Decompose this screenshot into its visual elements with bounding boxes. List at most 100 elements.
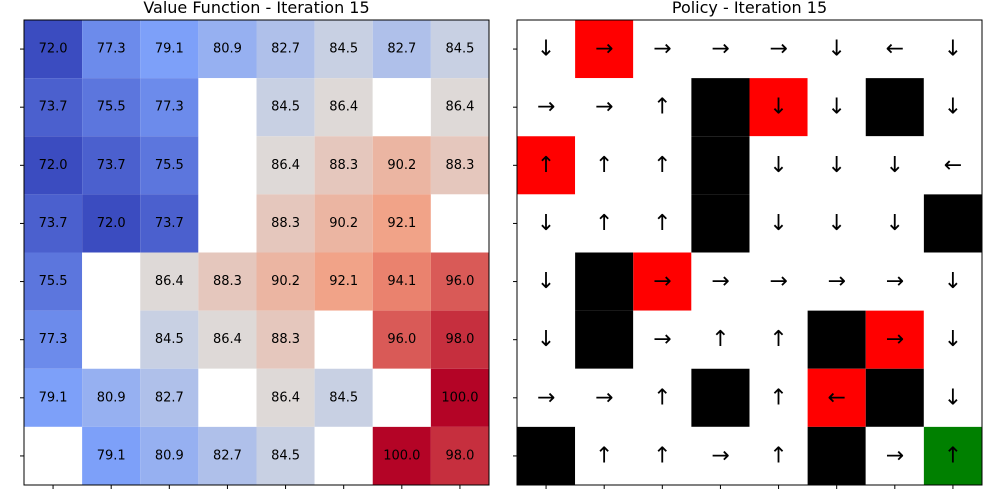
policy-arrow: →	[653, 269, 671, 294]
policy-cell-empty	[923, 20, 982, 79]
policy-cell-wall	[575, 310, 634, 369]
policy-cell-empty	[923, 78, 982, 137]
policy-arrow: ↑	[711, 327, 729, 352]
policy-cell-empty	[749, 310, 808, 369]
policy-cell-wall	[807, 310, 866, 369]
policy-arrow: ↓	[886, 211, 904, 236]
value-label: 100.0	[383, 448, 420, 463]
policy-arrow: →	[886, 327, 904, 352]
value-label: 86.4	[445, 100, 474, 115]
policy-cell-empty	[691, 426, 750, 485]
policy-arrow: ↑	[653, 95, 671, 120]
value-cell	[140, 368, 199, 427]
policy-cell-empty	[575, 194, 634, 253]
policy-arrow: ↓	[944, 385, 962, 410]
value-label: 77.3	[97, 42, 126, 57]
policy-cell-empty	[633, 136, 692, 195]
value-label: 84.5	[155, 332, 184, 347]
value-label: 88.3	[445, 158, 474, 173]
policy-cell-empty	[517, 368, 576, 427]
policy-arrow: ↑	[653, 211, 671, 236]
policy-cell-empty	[807, 20, 866, 79]
value-cell	[314, 252, 373, 311]
policy-cell-empty	[749, 252, 808, 311]
policy-arrow: →	[595, 37, 613, 62]
policy-cell-empty	[807, 252, 866, 311]
policy-arrow: ↓	[827, 95, 845, 120]
policy-arrow: ↑	[769, 443, 787, 468]
policy-cell-empty	[865, 20, 924, 79]
policy-arrow: ↑	[653, 385, 671, 410]
policy-cell-empty	[633, 194, 692, 253]
value-label: 73.7	[39, 100, 68, 115]
policy-arrow: ↓	[827, 211, 845, 236]
value-label: 84.5	[329, 42, 358, 57]
policy-cell-empty	[633, 368, 692, 427]
policy-cell-empty	[691, 310, 750, 369]
policy-cell-empty	[865, 252, 924, 311]
value-label: 82.7	[155, 390, 184, 405]
value-label: 84.5	[329, 390, 358, 405]
value-label: 72.0	[97, 216, 126, 231]
policy-cell-empty	[923, 310, 982, 369]
value-label: 96.0	[445, 274, 474, 289]
policy-arrow: ↓	[827, 153, 845, 178]
policy-arrow: →	[711, 443, 729, 468]
policy-arrow: ↓	[944, 37, 962, 62]
policy-arrow: →	[769, 37, 787, 62]
policy-cell-empty	[633, 78, 692, 137]
value-label: 82.7	[213, 448, 242, 463]
policy-axis-frame	[516, 19, 983, 486]
value-cell	[198, 252, 257, 311]
policy-cell-penalty	[633, 252, 692, 311]
value-label: 90.2	[329, 216, 358, 231]
policy-arrow: ↑	[595, 153, 613, 178]
value-cell	[198, 310, 257, 369]
value-cell	[372, 310, 431, 369]
value-cell	[198, 368, 257, 427]
value-cell	[430, 368, 489, 427]
policy-arrow: →	[711, 269, 729, 294]
value-label: 88.3	[271, 332, 300, 347]
value-function-title: Value Function - Iteration 15	[143, 0, 370, 17]
policy-arrow: ↓	[537, 269, 555, 294]
policy-cell-empty	[865, 426, 924, 485]
value-cell	[198, 78, 257, 137]
policy-arrow: ↓	[769, 95, 787, 120]
value-label: 82.7	[387, 42, 416, 57]
policy-arrow: →	[537, 385, 555, 410]
value-cell	[256, 78, 315, 137]
value-label: 94.1	[387, 274, 416, 289]
value-label: 98.0	[445, 332, 474, 347]
value-label: 92.1	[329, 274, 358, 289]
value-label: 82.7	[271, 42, 300, 57]
value-label: 88.3	[213, 274, 242, 289]
value-label: 86.4	[213, 332, 242, 347]
policy-cell-wall	[691, 194, 750, 253]
policy-cell-goal	[923, 426, 982, 485]
value-cell	[372, 136, 431, 195]
value-label: 88.3	[329, 158, 358, 173]
value-cell	[198, 136, 257, 195]
value-cell	[82, 368, 141, 427]
value-cell	[314, 310, 373, 369]
value-label: 98.0	[445, 448, 474, 463]
policy-arrow: →	[886, 269, 904, 294]
policy-cell-empty	[749, 136, 808, 195]
value-cell	[82, 310, 141, 369]
policy-arrow: ↑	[769, 385, 787, 410]
policy-arrow: ↓	[537, 37, 555, 62]
policy-arrow: ↓	[944, 269, 962, 294]
value-cell	[140, 426, 199, 485]
policy-arrow: ↑	[769, 327, 787, 352]
value-cell	[314, 426, 373, 485]
policy-arrow: ↓	[944, 95, 962, 120]
value-function-heatmap: 72.0 77.3 79.1 80.9 82.7 84.5 82.7 84.5 73.7 75.5…	[20, 19, 490, 489]
value-cell	[24, 136, 83, 195]
policy-cell-empty	[923, 368, 982, 427]
value-cell	[256, 136, 315, 195]
policy-cell-wall	[865, 78, 924, 137]
policy-cell-penalty	[865, 310, 924, 369]
value-cell	[198, 20, 257, 79]
